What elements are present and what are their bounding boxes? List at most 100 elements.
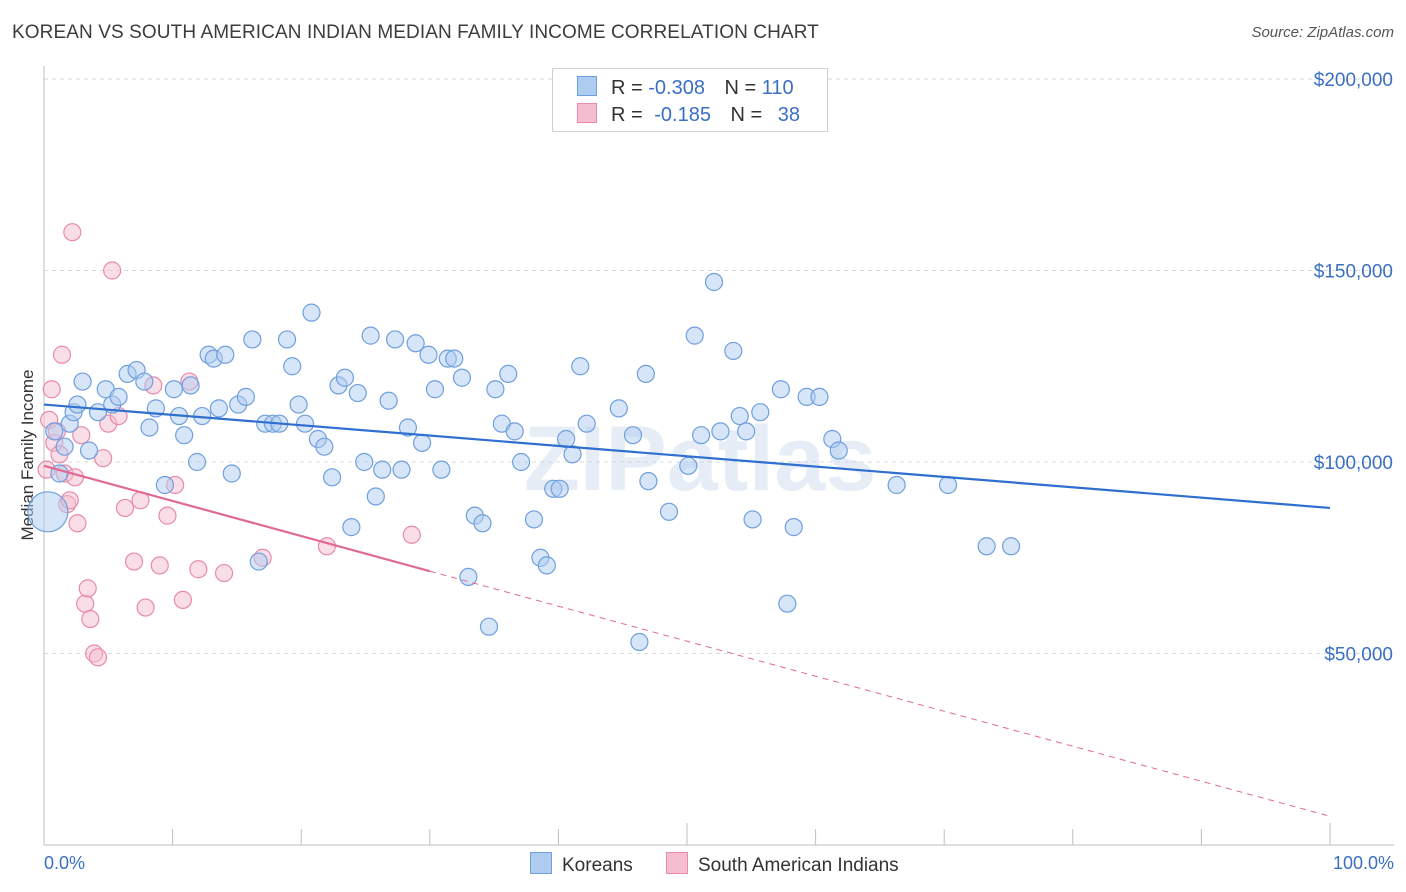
korean-point: [295, 414, 315, 433]
sai-point: [88, 648, 108, 667]
korean-point: [379, 391, 398, 410]
korean-point: [432, 460, 451, 479]
sai-point: [402, 525, 421, 544]
korean-point: [109, 387, 128, 406]
korean-point: [392, 460, 411, 479]
sai-point: [94, 449, 113, 468]
korean-point: [302, 303, 321, 322]
y-tick-label: $200,000: [1314, 70, 1393, 91]
korean-point: [771, 380, 790, 399]
korean-point: [289, 395, 308, 414]
legend-row-south-american-indians: R = -0.185 N = 38: [577, 103, 801, 126]
sai-point: [52, 345, 72, 364]
korean-point: [315, 437, 334, 456]
korean-point: [45, 422, 64, 441]
korean-point: [342, 518, 361, 537]
korean-point: [938, 475, 958, 495]
bottom-legend-koreans: Koreans: [530, 852, 633, 877]
korean-point: [537, 556, 556, 575]
korean-point: [887, 475, 906, 495]
korean-point: [1001, 537, 1021, 556]
sai-trend-extension: [429, 570, 1331, 817]
korean-point: [361, 326, 380, 345]
korean-point: [277, 330, 297, 349]
korean-point: [385, 330, 405, 349]
sai-point: [63, 223, 82, 242]
korean-point: [473, 514, 492, 533]
korean-point: [366, 487, 385, 506]
korean-point: [425, 380, 445, 399]
koreans-n-value: 110: [761, 77, 794, 99]
korean-point: [829, 441, 848, 460]
korean-point: [784, 518, 803, 537]
y-tick-label: $100,000: [1314, 453, 1393, 474]
bottom-legend-south-american-indians: South American Indians: [666, 852, 899, 877]
korean-point: [355, 452, 374, 472]
korean-point: [623, 426, 643, 445]
x-tick-min: 0.0%: [44, 853, 86, 873]
korean-point: [685, 326, 704, 345]
korean-point: [140, 418, 159, 437]
koreans-legend-label: Koreans: [562, 855, 633, 876]
n-label: N =: [730, 104, 763, 126]
r-label: R =: [611, 104, 643, 126]
korean-point: [479, 617, 499, 636]
korean-point: [209, 399, 228, 418]
korean-point: [222, 464, 241, 483]
gridlines: [44, 78, 1394, 654]
korean-point: [412, 433, 432, 452]
korean-point: [563, 445, 582, 464]
korean-point: [730, 406, 749, 426]
n-label: N =: [724, 77, 757, 99]
sai-point: [81, 609, 100, 629]
korean-point: [79, 441, 99, 460]
korean-point: [737, 422, 756, 441]
korean-point: [348, 383, 367, 403]
axes: [43, 66, 1394, 846]
korean-point: [977, 537, 996, 556]
sai-r-value: -0.185: [654, 104, 711, 126]
y-tick-labels: $50,000 $100,000 $150,000 $200,000: [1314, 70, 1393, 666]
legend-row-koreans: R = -0.308 N = 110: [577, 76, 794, 99]
korean-point: [550, 479, 569, 498]
korean-point: [778, 594, 797, 613]
sai-point: [42, 380, 61, 399]
sai-point: [78, 579, 97, 598]
korean-point: [810, 387, 829, 406]
korean-point: [283, 357, 302, 376]
series-koreans: [27, 272, 1021, 652]
korean-point: [751, 403, 770, 422]
r-label: R =: [611, 77, 643, 99]
sai-point: [115, 498, 135, 518]
stats-legend: R = -0.308 N = 110 R = -0.185 N = 38: [552, 68, 828, 132]
sai-point: [150, 556, 169, 575]
koreans-r-value: -0.308: [648, 77, 705, 99]
korean-point: [445, 349, 464, 368]
korean-point: [236, 387, 256, 406]
korean-point: [609, 399, 628, 418]
koreans-legend-swatch: [530, 852, 552, 874]
korean-point: [512, 452, 531, 472]
sai-point: [158, 506, 177, 525]
korean-point: [73, 372, 92, 391]
korean-point: [639, 472, 658, 491]
korean-point: [659, 502, 679, 521]
korean-point: [724, 341, 743, 361]
korean-point: [419, 345, 438, 364]
korean-point: [187, 452, 207, 472]
korean-point: [216, 345, 235, 364]
sai-point: [124, 552, 144, 571]
koreans-trend-line: [43, 403, 1331, 510]
sai-point: [103, 261, 122, 280]
sai-point: [65, 468, 84, 487]
korean-point: [524, 510, 544, 529]
sai-point: [189, 560, 208, 579]
sai-trend-line: [43, 464, 431, 573]
korean-point: [249, 552, 268, 571]
sai-point: [136, 598, 155, 617]
korean-point: [406, 334, 425, 353]
korean-point: [571, 357, 590, 376]
sai-n-value: 38: [777, 104, 801, 126]
sai-swatch: [577, 103, 597, 123]
